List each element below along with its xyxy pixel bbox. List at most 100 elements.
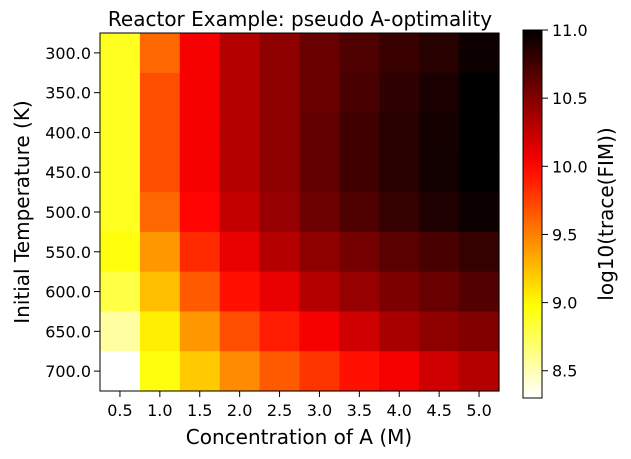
heatmap-cell — [339, 33, 380, 74]
heatmap-cell — [379, 72, 420, 114]
x-tick-label: 3.0 — [307, 401, 332, 420]
heatmap-cell — [100, 231, 141, 273]
y-tick-label: 550.0 — [45, 243, 91, 262]
heatmap-cell — [139, 231, 181, 273]
colorbar — [522, 29, 543, 399]
y-tick-label: 350.0 — [45, 84, 91, 103]
heatmap-cell — [179, 152, 221, 193]
x-tick-label: 4.5 — [426, 401, 451, 420]
x-tick-label: 3.5 — [347, 401, 372, 420]
heatmap-cell — [179, 351, 221, 392]
colorbar-label: log10(trace(FIM)) — [594, 127, 618, 300]
heatmap-cell — [219, 311, 261, 352]
heatmap-cell — [179, 231, 221, 273]
x-tick-label: 2.5 — [267, 401, 292, 420]
y-tick-label: 400.0 — [45, 123, 91, 142]
heatmap-cell — [219, 112, 261, 153]
heatmap-cell — [419, 112, 460, 153]
heatmap-cell — [100, 33, 141, 74]
heatmap-cell — [419, 152, 460, 193]
heatmap-cell — [179, 271, 221, 313]
x-tick-label: 0.5 — [107, 401, 132, 420]
heatmap-cell — [299, 192, 340, 233]
heatmap-cell — [219, 271, 261, 313]
heatmap-cell — [379, 311, 420, 352]
heatmap-cell — [100, 192, 141, 233]
heatmap-cell — [299, 112, 340, 153]
heatmap-cell — [459, 231, 500, 273]
heatmap-cell — [419, 72, 460, 114]
colorbar-tick-label: 11.0 — [552, 21, 588, 40]
heatmap-cell — [379, 112, 420, 153]
heatmap-cell — [299, 271, 340, 313]
chart-title: Reactor Example: pseudo A-optimality — [108, 7, 492, 31]
heatmap-cell — [459, 271, 500, 313]
heatmap-cell — [219, 351, 261, 392]
heatmap-cell — [339, 112, 380, 153]
colorbar-tick-label: 10.0 — [552, 157, 588, 176]
heatmap-cell — [339, 152, 380, 193]
heatmap-cell — [100, 311, 141, 352]
colorbar-tick-label: 8.5 — [552, 362, 577, 381]
heatmap-cells — [100, 33, 500, 392]
heatmap-cell — [259, 311, 301, 352]
heatmap-cell — [179, 112, 221, 153]
heatmap-cell — [339, 351, 380, 392]
y-tick-label: 700.0 — [45, 362, 91, 381]
x-axis-label: Concentration of A (M) — [186, 425, 412, 449]
heatmap-cell — [139, 271, 181, 313]
heatmap-cell — [139, 192, 181, 233]
x-axis-ticks: 0.5 1.0 1.5 2.0 2.5 3.0 3.5 4.0 4.5 5.0 — [107, 391, 492, 420]
y-tick-label: 500.0 — [45, 203, 91, 222]
heatmap-cell — [179, 33, 221, 74]
heatmap-cell — [139, 112, 181, 153]
heatmap-cell — [259, 351, 301, 392]
heatmap-cell — [419, 271, 460, 313]
heatmap-cell — [339, 231, 380, 273]
colorbar-tick-label: 9.0 — [552, 294, 577, 313]
heatmap-cell — [259, 152, 301, 193]
heatmap-cell — [219, 231, 261, 273]
x-tick-label: 1.0 — [147, 401, 172, 420]
heatmap-cell — [259, 33, 301, 74]
heatmap-cell — [259, 271, 301, 313]
heatmap-cell — [139, 351, 181, 392]
heatmap-cell — [339, 311, 380, 352]
heatmap-cell — [179, 72, 221, 114]
heatmap-cell — [100, 351, 141, 392]
heatmap-cell — [139, 33, 181, 74]
heatmap-cell — [219, 72, 261, 114]
heatmap-cell — [419, 231, 460, 273]
y-tick-label: 650.0 — [45, 322, 91, 341]
heatmap-cell — [379, 192, 420, 233]
heatmap-cell — [459, 72, 500, 114]
heatmap-cell — [259, 192, 301, 233]
heatmap-cell — [339, 192, 380, 233]
heatmap-cell — [379, 33, 420, 74]
heatmap-cell — [139, 152, 181, 193]
heatmap-cell — [100, 72, 141, 114]
x-tick-label: 1.5 — [187, 401, 212, 420]
x-tick-label: 4.0 — [387, 401, 412, 420]
heatmap-cell — [219, 152, 261, 193]
heatmap-cell — [339, 271, 380, 313]
colorbar-tick-label: 9.5 — [552, 225, 577, 244]
x-tick-label: 5.0 — [466, 401, 491, 420]
heatmap-cell — [219, 192, 261, 233]
heatmap-cell — [299, 72, 340, 114]
heatmap-cell — [139, 311, 181, 352]
heatmap-cell — [179, 311, 221, 352]
heatmap-cell — [299, 311, 340, 352]
heatmap-cell — [419, 311, 460, 352]
y-tick-label: 450.0 — [45, 163, 91, 182]
x-tick-label: 2.0 — [227, 401, 252, 420]
heatmap-cell — [379, 231, 420, 273]
heatmap-cell — [459, 112, 500, 153]
heatmap-cell — [419, 192, 460, 233]
heatmap-cell — [299, 33, 340, 74]
y-tick-label: 300.0 — [45, 44, 91, 63]
heatmap-cell — [100, 271, 141, 313]
y-axis-label: Initial Temperature (K) — [10, 100, 34, 323]
heatmap-cell — [339, 72, 380, 114]
